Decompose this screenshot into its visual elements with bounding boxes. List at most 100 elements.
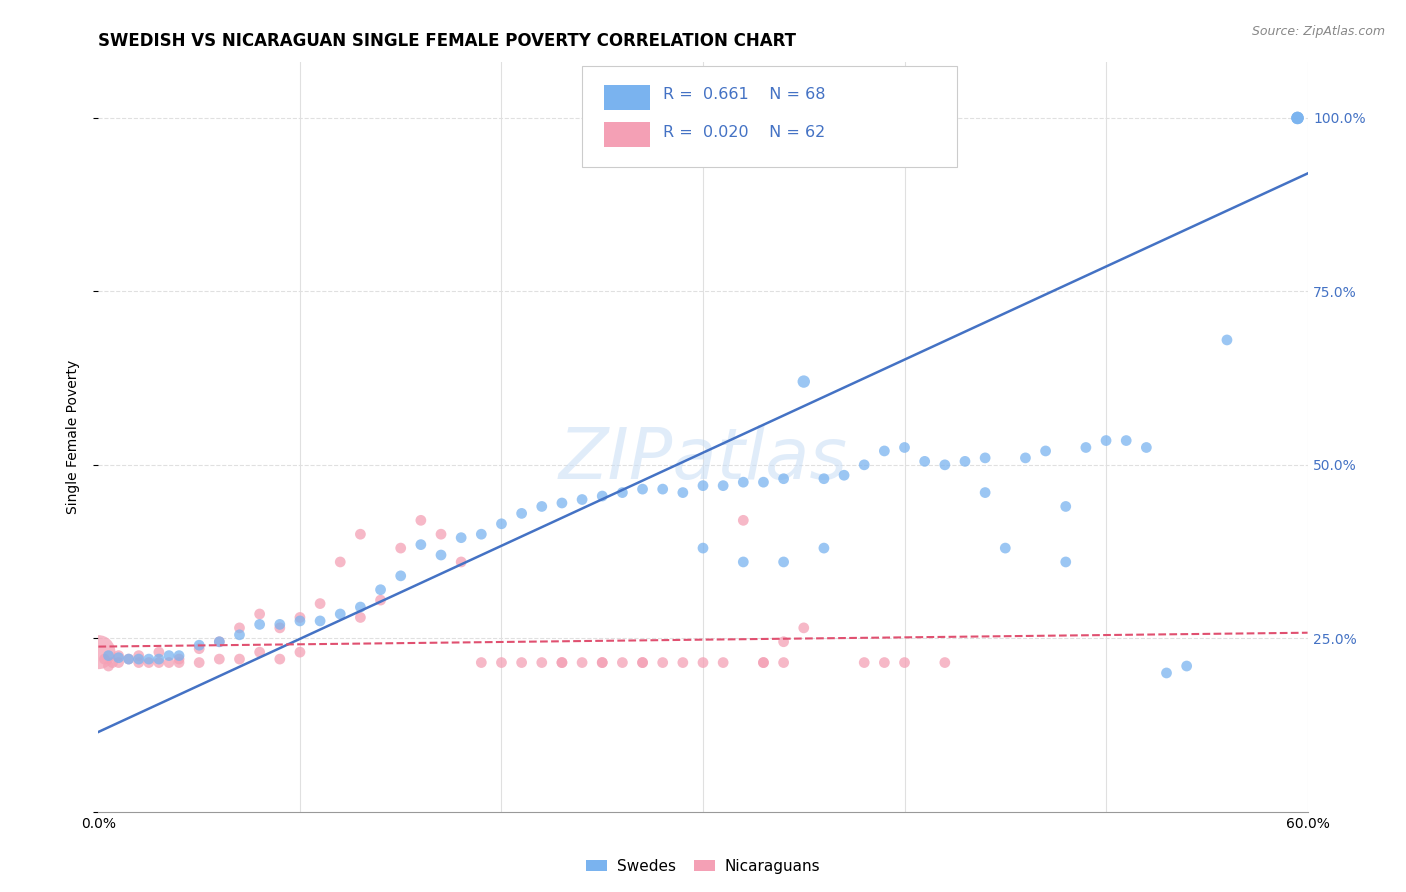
Y-axis label: Single Female Poverty: Single Female Poverty bbox=[66, 360, 80, 514]
Point bbox=[631, 656, 654, 670]
Point bbox=[733, 555, 755, 569]
Point bbox=[269, 617, 291, 632]
Point bbox=[733, 513, 755, 527]
FancyBboxPatch shape bbox=[603, 85, 650, 110]
Point bbox=[148, 652, 170, 666]
Legend: Swedes, Nicaraguans: Swedes, Nicaraguans bbox=[579, 853, 827, 880]
Point bbox=[591, 656, 613, 670]
Point bbox=[551, 656, 574, 670]
Point bbox=[389, 569, 412, 583]
Point bbox=[1115, 434, 1137, 448]
Point bbox=[107, 650, 129, 665]
Point bbox=[711, 478, 734, 492]
Point bbox=[107, 656, 129, 670]
Point bbox=[510, 507, 533, 521]
Point bbox=[752, 656, 775, 670]
Text: ZIPatlas: ZIPatlas bbox=[558, 425, 848, 494]
Point bbox=[853, 656, 876, 670]
Point bbox=[409, 538, 432, 552]
Point bbox=[389, 541, 412, 555]
Point bbox=[1156, 665, 1178, 680]
Point bbox=[288, 645, 311, 659]
Point bbox=[672, 656, 695, 670]
Point bbox=[157, 656, 180, 670]
Point bbox=[138, 652, 160, 666]
Point bbox=[128, 656, 150, 670]
Point bbox=[551, 496, 574, 510]
Point bbox=[1175, 659, 1198, 673]
Point bbox=[349, 610, 371, 624]
Point bbox=[349, 527, 371, 541]
Point bbox=[853, 458, 876, 472]
Point bbox=[349, 600, 371, 615]
Text: R =  0.661    N = 68: R = 0.661 N = 68 bbox=[664, 87, 825, 103]
Point bbox=[733, 475, 755, 490]
Point bbox=[651, 656, 673, 670]
Point bbox=[450, 555, 472, 569]
Point bbox=[893, 656, 915, 670]
Point bbox=[994, 541, 1017, 555]
Point bbox=[329, 607, 352, 621]
Point bbox=[370, 593, 392, 607]
Point bbox=[329, 555, 352, 569]
Point bbox=[1286, 111, 1309, 125]
Point bbox=[97, 659, 120, 673]
Point bbox=[873, 656, 896, 670]
Point bbox=[1286, 111, 1309, 125]
Point bbox=[1286, 111, 1309, 125]
Point bbox=[631, 482, 654, 496]
Point bbox=[1095, 434, 1118, 448]
Point bbox=[228, 621, 250, 635]
Point bbox=[208, 634, 231, 648]
Point bbox=[269, 621, 291, 635]
Point bbox=[148, 645, 170, 659]
Point bbox=[953, 454, 976, 468]
Point bbox=[208, 634, 231, 648]
Point bbox=[1216, 333, 1239, 347]
Point bbox=[309, 597, 332, 611]
Point bbox=[1074, 441, 1097, 455]
Point bbox=[530, 500, 553, 514]
Point bbox=[772, 656, 794, 670]
Point bbox=[813, 541, 835, 555]
Text: R =  0.020    N = 62: R = 0.020 N = 62 bbox=[664, 125, 825, 140]
Point bbox=[772, 472, 794, 486]
Point bbox=[772, 634, 794, 648]
Point bbox=[249, 645, 271, 659]
Point bbox=[93, 652, 115, 666]
Point bbox=[101, 656, 124, 670]
Point bbox=[591, 656, 613, 670]
Point bbox=[974, 485, 997, 500]
Point bbox=[692, 541, 714, 555]
Point bbox=[893, 441, 915, 455]
Point bbox=[672, 485, 695, 500]
Point bbox=[772, 555, 794, 569]
Point bbox=[288, 610, 311, 624]
Point bbox=[249, 607, 271, 621]
Point bbox=[167, 648, 190, 663]
Point bbox=[430, 527, 453, 541]
Point bbox=[228, 628, 250, 642]
Point bbox=[832, 468, 855, 483]
Point bbox=[510, 656, 533, 670]
Point bbox=[873, 444, 896, 458]
Point bbox=[692, 656, 714, 670]
Point bbox=[934, 458, 956, 472]
Point bbox=[752, 475, 775, 490]
Point bbox=[188, 641, 211, 656]
Point bbox=[571, 656, 593, 670]
Point bbox=[470, 527, 492, 541]
FancyBboxPatch shape bbox=[582, 66, 957, 168]
Point bbox=[612, 656, 634, 670]
Point bbox=[1035, 444, 1057, 458]
Point bbox=[188, 656, 211, 670]
Point bbox=[752, 656, 775, 670]
Point bbox=[138, 656, 160, 670]
Point bbox=[813, 472, 835, 486]
Point bbox=[914, 454, 936, 468]
Point bbox=[793, 621, 815, 635]
Point bbox=[974, 450, 997, 465]
Point bbox=[1054, 500, 1077, 514]
Point bbox=[612, 485, 634, 500]
Point bbox=[631, 656, 654, 670]
